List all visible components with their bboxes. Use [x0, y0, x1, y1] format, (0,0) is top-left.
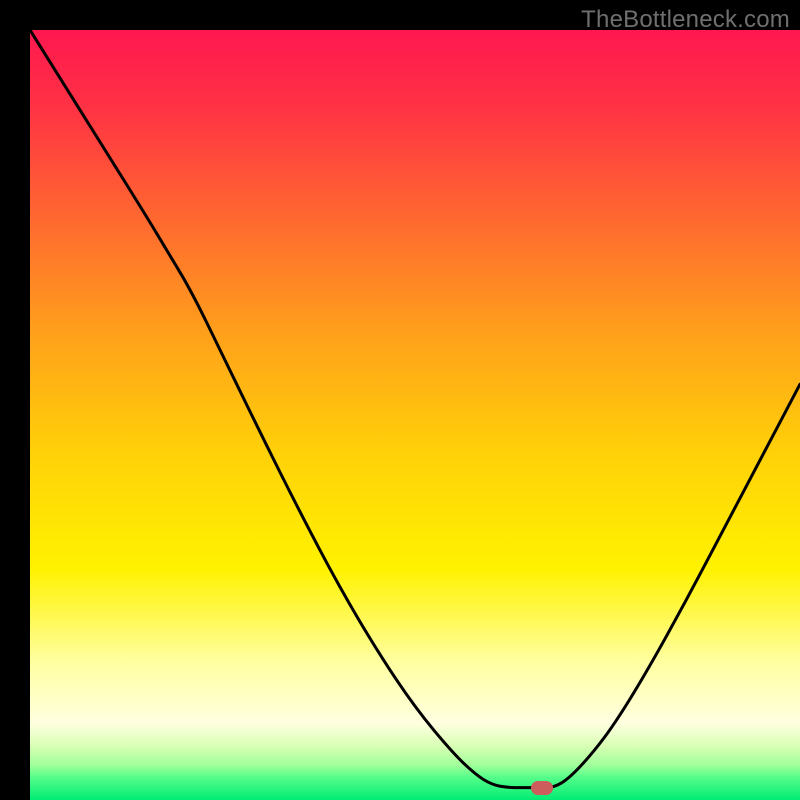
bottleneck-curve — [30, 30, 800, 800]
plot-area — [30, 30, 800, 800]
optimum-marker — [531, 781, 553, 795]
